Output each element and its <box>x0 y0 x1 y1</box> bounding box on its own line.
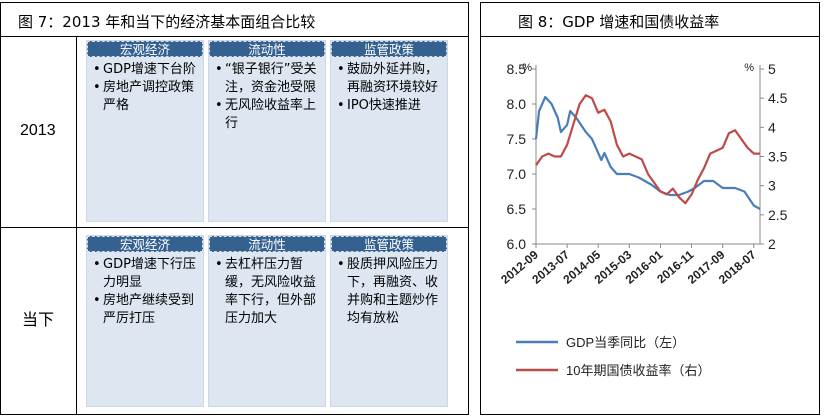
chart-legend: GDP当季同比（左） 10年期国债收益率（右） <box>516 335 710 378</box>
list-item: 房地产继续受到严厉打压 <box>93 292 199 328</box>
y-right-tick-label: 4.5 <box>768 90 788 106</box>
left-outer-border-right <box>468 2 469 415</box>
y-left-tick-label: 7.5 <box>507 131 527 147</box>
left-top-border <box>0 2 469 3</box>
legend-label-1: 10年期国债收益率（右） <box>566 363 710 378</box>
list-item: “银子银行”受关注，资金池受限 <box>215 61 321 97</box>
box-header-liquidity: 流动性 <box>209 41 325 57</box>
legend-label-0: GDP当季同比（左） <box>566 335 685 350</box>
right-title-divider <box>480 36 820 37</box>
box-header-macro: 宏观经济 <box>87 41 203 57</box>
y-left-tick-label: 8.0 <box>507 96 527 112</box>
list-item: 鼓励外延并购，再融资环境较好 <box>337 61 443 97</box>
box-current-regulation: 监管政策 股质押风险压力下，再融资、收并购和主题炒作均有放松 <box>330 235 448 407</box>
y-right-tick-label: 5 <box>768 61 776 77</box>
list-item: GDP增速下行压力明显 <box>93 256 199 292</box>
y-right-tick-label: 3.5 <box>768 149 788 165</box>
list-item: 无风险收益率上行 <box>215 97 321 133</box>
y-right-unit: % <box>744 62 754 74</box>
box-2013-regulation: 监管政策 鼓励外延并购，再融资环境较好 IPO快速推进 <box>330 40 448 222</box>
right-bottom-border <box>480 414 820 415</box>
right-outer-border-right <box>819 2 820 415</box>
row-label-current: 当下 <box>22 312 55 329</box>
list-item: 股质押风险压力下，再融资、收并购和主题炒作均有放松 <box>337 256 443 328</box>
list-item: 去杠杆压力暂缓，无风险收益率下行，但外部压力加大 <box>215 256 321 328</box>
gdp-bond-yield-chart: 6.06.57.07.58.08.522.533.544.55% %2012-09… <box>498 61 787 378</box>
box-header-macro: 宏观经济 <box>87 236 203 252</box>
y-left-tick-label: 7.0 <box>507 166 527 182</box>
y-left-tick-label: 8.5 <box>507 61 527 77</box>
list-item: GDP增速下台阶 <box>93 61 199 79</box>
right-outer-border-left <box>480 2 481 415</box>
box-2013-liquidity: 流动性 “银子银行”受关注，资金池受限 无风险收益率上行 <box>208 40 326 222</box>
box-header-regulation: 监管政策 <box>331 236 447 252</box>
list-item: 房地产调控政策严格 <box>93 79 199 115</box>
y-left-tick-label: 6.0 <box>507 236 527 252</box>
left-title-divider <box>0 36 469 37</box>
y-right-tick-label: 2 <box>768 236 776 252</box>
box-header-regulation: 监管政策 <box>331 41 447 57</box>
y-right-tick-label: 4 <box>768 119 776 135</box>
box-header-liquidity: 流动性 <box>209 236 325 252</box>
y-right-tick-label: 3 <box>768 178 776 194</box>
left-bottom-border <box>0 414 469 415</box>
series-line-0 <box>534 95 761 210</box>
y-left-tick-label: 6.5 <box>507 201 527 217</box>
left-label-column-divider <box>76 36 77 415</box>
left-row-divider <box>0 227 469 228</box>
y-right-tick-label: 2.5 <box>768 207 788 223</box>
box-current-macro: 宏观经济 GDP增速下行压力明显 房地产继续受到严厉打压 <box>86 235 204 407</box>
y-left-unit: % <box>522 62 532 74</box>
row-label-2013: 2013 <box>20 122 56 139</box>
box-2013-macro: 宏观经济 GDP增速下台阶 房地产调控政策严格 <box>86 40 204 222</box>
left-figure-title: 图 7：2013 年和当下的经济基本面组合比较 <box>18 13 316 31</box>
left-outer-border-left <box>0 2 1 415</box>
box-current-liquidity: 流动性 去杠杆压力暂缓，无风险收益率下行，但外部压力加大 <box>208 235 326 407</box>
right-top-border <box>480 2 820 3</box>
list-item: IPO快速推进 <box>337 97 443 115</box>
chart-lines <box>534 94 761 210</box>
right-figure-title: 图 8：GDP 增速和国债收益率 <box>518 13 720 31</box>
chart-axes: 6.06.57.07.58.08.522.533.544.55% %2012-09… <box>498 61 787 287</box>
series-line-1 <box>535 94 760 205</box>
